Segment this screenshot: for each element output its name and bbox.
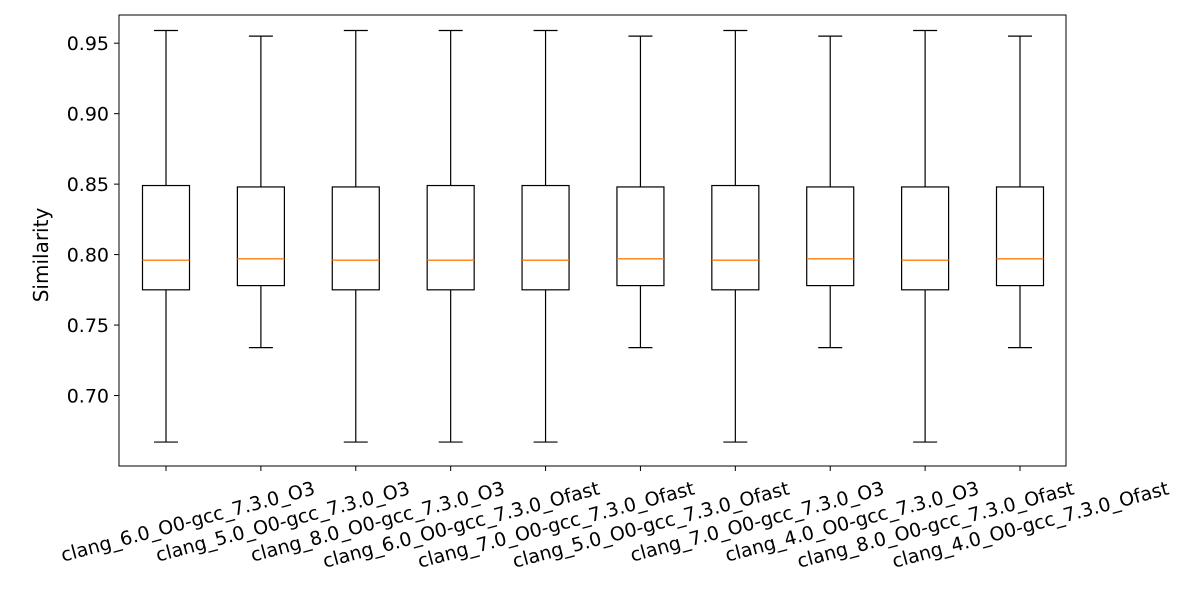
box [331, 186, 380, 291]
y-tick-label: 0.75 [67, 315, 109, 337]
box-group [521, 29, 570, 443]
y-tick-label: 0.85 [67, 174, 109, 196]
box-group [331, 29, 380, 443]
box-group [426, 29, 475, 443]
box-group [995, 35, 1045, 349]
box [616, 186, 665, 287]
box [426, 184, 475, 291]
y-tick-label: 0.90 [67, 104, 109, 126]
box [236, 186, 285, 287]
box-group [901, 29, 950, 443]
box [141, 184, 191, 291]
box [901, 186, 950, 291]
box-group [616, 35, 665, 349]
y-axis: 0.70 0.75 0.80 0.85 0.90 0.95 [67, 33, 119, 408]
box-group [236, 35, 285, 349]
box-group [806, 35, 855, 349]
box [995, 186, 1045, 287]
y-tick-label: 0.80 [67, 245, 109, 267]
box [711, 184, 760, 291]
boxes-layer [141, 29, 1045, 443]
y-tick-label: 0.70 [67, 386, 109, 408]
y-axis-label: Similarity [29, 208, 53, 303]
box-group [711, 29, 760, 443]
y-tick-label: 0.95 [67, 33, 109, 55]
box [521, 184, 570, 291]
plot-frame [118, 14, 1067, 467]
box [806, 186, 855, 287]
box-group [141, 29, 191, 443]
